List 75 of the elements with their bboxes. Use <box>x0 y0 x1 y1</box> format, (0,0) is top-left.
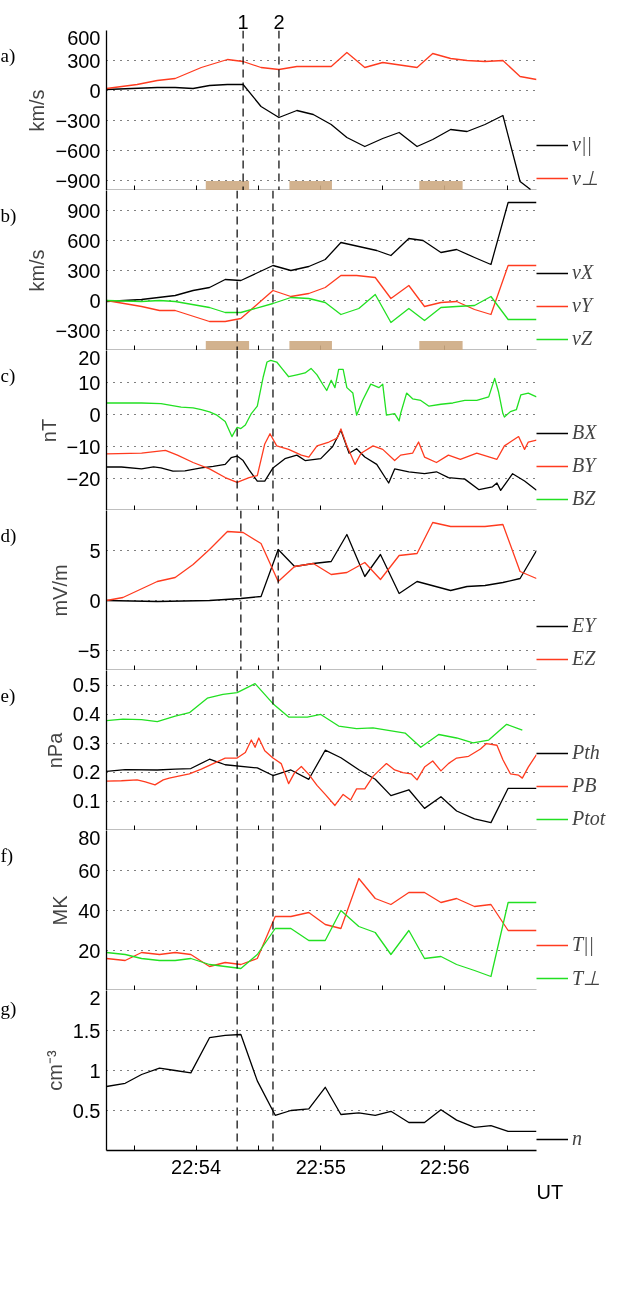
y-tick-label: −20 <box>66 467 101 490</box>
text: c) <box>0 364 16 387</box>
line-series <box>106 737 537 807</box>
legend-label: v⊥ <box>572 166 599 190</box>
legend-label: EZ <box>572 647 597 670</box>
y-tick-label: 40 <box>78 899 101 922</box>
x-tick-label: 22:54 <box>171 1155 222 1178</box>
line-series <box>106 521 537 602</box>
line-series <box>106 264 537 323</box>
y-tick-label: −5 <box>77 639 101 662</box>
y-tick-label: 900 <box>67 199 101 222</box>
y-tick-label: 0 <box>89 79 101 102</box>
y-axis-title: mV/m <box>48 564 71 617</box>
legend-label: EY <box>572 614 598 637</box>
y-tick-label: 0.3 <box>72 732 101 755</box>
line-series <box>106 682 523 748</box>
text: f) <box>0 844 14 867</box>
x-axis-title: UT <box>536 1180 564 1203</box>
y-axis-title: nT <box>37 418 60 443</box>
y-tick-label: 80 <box>78 826 101 849</box>
y-tick-label: −900 <box>55 169 101 192</box>
y-tick-label: 20 <box>78 939 101 962</box>
x-tick-label: 22:56 <box>419 1155 470 1178</box>
line-series <box>106 293 537 324</box>
legend-label: BZ <box>572 487 597 510</box>
y-tick-label: 0.2 <box>72 761 101 784</box>
text: vX <box>572 261 595 284</box>
y-tick-label: 5 <box>89 539 101 562</box>
text: e) <box>0 684 16 707</box>
y-tick-label: 0.1 <box>72 790 101 813</box>
legend-label: v|| <box>572 133 593 156</box>
y-axis-title: km/s <box>26 249 49 292</box>
text: Pth <box>572 741 601 764</box>
y-tick-label: 0 <box>89 289 101 312</box>
series-label: BY <box>572 454 598 477</box>
text: BX <box>572 421 598 444</box>
y-tick-label: 0 <box>89 589 101 612</box>
y-tick-label: 1 <box>89 1059 101 1082</box>
line-series <box>106 359 537 438</box>
line-series <box>106 51 537 90</box>
y-tick-label: 0.4 <box>72 703 101 726</box>
y-axis-title: nPa <box>43 731 66 769</box>
y-tick-label: 0 <box>89 403 101 426</box>
y-tick-label: 20 <box>78 346 101 369</box>
y-tick-label: 600 <box>67 229 101 252</box>
y-axis-title: MK <box>49 894 72 926</box>
y-axis-title: km/s <box>26 89 49 132</box>
y-tick-label: 300 <box>67 259 101 282</box>
y-tick-label: 0.5 <box>72 1099 101 1122</box>
y-tick-label: −300 <box>55 319 101 342</box>
text: a) <box>0 44 16 67</box>
y-tick-label: 10 <box>78 371 101 394</box>
legend-label: T|| <box>572 933 596 956</box>
y-tick-label: −10 <box>66 435 101 458</box>
annotation: 2 <box>273 11 285 33</box>
y-tick-label: 600 <box>67 26 101 49</box>
text: vY <box>572 294 595 317</box>
y-axis-title: cm⁻³ <box>43 1050 66 1091</box>
text: d) <box>0 524 17 547</box>
y-tick-label: 0.5 <box>72 674 101 697</box>
y-tick-label: 60 <box>78 859 101 882</box>
x-tick-label: 22:55 <box>295 1155 346 1178</box>
chart-title: g) <box>0 997 17 1020</box>
legend-label: T⊥ <box>572 966 602 990</box>
y-tick-label: 2 <box>89 986 101 1009</box>
y-tick-label: 1.5 <box>72 1019 101 1042</box>
y-tick-label: −600 <box>55 139 101 162</box>
legend-label: vZ <box>572 327 594 350</box>
legend-label: n <box>572 1127 583 1150</box>
text: b) <box>0 204 17 227</box>
y-tick-label: −300 <box>55 109 101 132</box>
y-tick-label: 300 <box>67 49 101 72</box>
annotation: 1 <box>237 11 249 33</box>
legend-label: Ptot <box>572 807 607 830</box>
text: PB <box>572 774 598 797</box>
